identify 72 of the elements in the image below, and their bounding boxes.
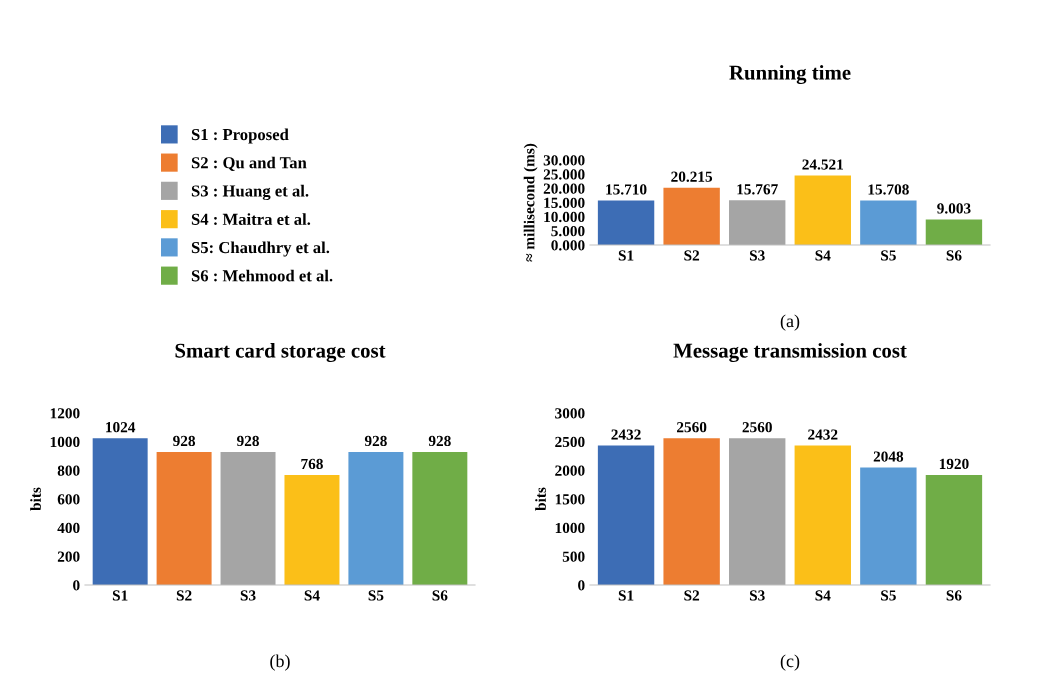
text: (b): [270, 654, 290, 671]
y-axis-title: ≈ millisecond (ms): [523, 143, 538, 262]
data-label: 2560: [742, 422, 772, 433]
x-tick-label: S4: [304, 590, 320, 601]
y-tick-label: 25.000: [543, 169, 585, 180]
legend-label: S3 : Huang et al.: [191, 184, 309, 201]
x-tick-label: S3: [240, 590, 256, 601]
x-tick-label: S4: [815, 250, 831, 261]
x-tick-label: S1: [618, 250, 634, 261]
y-tick-label: 200: [57, 551, 80, 562]
y-tick-label: 3000: [555, 408, 585, 419]
y-tick-label: 600: [57, 494, 80, 505]
x-tick-label: S5: [881, 590, 896, 601]
data-label: 2432: [611, 429, 641, 440]
data-label: 2560: [677, 422, 707, 433]
y-tick-label: 500: [562, 551, 585, 562]
x-tick-label: S1: [112, 590, 128, 601]
y-tick-label: 30.000: [543, 155, 585, 166]
data-label: 15.708: [868, 184, 909, 195]
y-tick-label: 1000: [555, 522, 585, 534]
data-label: 2432: [808, 429, 838, 440]
data-label: 768: [301, 458, 323, 470]
data-label: 928: [428, 435, 451, 447]
data-label: 1920: [939, 458, 969, 470]
legend-label: S6 : Mehmood et al.: [191, 269, 333, 282]
y-tick-label: 15.000: [544, 197, 585, 209]
y-tick-label: 2500: [555, 436, 585, 448]
chart-title: Message transmission cost: [673, 342, 907, 363]
data-label: 928: [173, 435, 196, 447]
y-tick-label: 10.000: [544, 211, 585, 223]
y-tick-label: 20.000: [543, 183, 585, 194]
y-tick-label: 2000: [555, 465, 585, 476]
y-tick-label: 1200: [50, 408, 80, 419]
x-tick-label: S6: [432, 590, 448, 601]
data-label: 20.215: [671, 171, 713, 182]
y-tick-label: 1500: [555, 494, 585, 505]
data-label: 15.767: [737, 184, 778, 195]
x-tick-label: S5: [368, 590, 384, 601]
x-tick-label: S6: [946, 250, 962, 261]
chart-title: Running time: [729, 64, 851, 85]
data-label: 15.710: [606, 184, 647, 195]
y-axis-title: bits: [30, 487, 41, 511]
y-tick-label: 400: [57, 522, 80, 534]
x-tick-label: S3: [749, 250, 765, 261]
y-tick-label: 5.000: [551, 225, 585, 237]
x-tick-label: S2: [684, 590, 700, 601]
x-tick-label: S6: [946, 590, 962, 601]
x-tick-label: S5: [881, 250, 896, 261]
legend-label: S1 : Proposed: [191, 128, 289, 144]
data-label: 1024: [106, 422, 136, 433]
data-label: 24.521: [802, 159, 843, 170]
legend-label: S2 : Qu and Tan: [191, 156, 307, 171]
data-label: 9.003: [937, 203, 971, 214]
x-tick-label: S3: [749, 590, 765, 601]
x-tick-label: S4: [815, 590, 831, 601]
y-tick-label: 0.000: [551, 240, 585, 251]
data-label: 928: [236, 435, 259, 447]
y-axis-title: bits: [535, 487, 546, 511]
data-label: 2048: [873, 451, 904, 462]
data-label: 928: [364, 435, 387, 447]
y-tick-label: 800: [57, 465, 80, 476]
legend-label: S5: Chaudhry et al.: [191, 241, 330, 257]
x-tick-label: S1: [618, 590, 634, 601]
text: (c): [780, 654, 800, 671]
x-tick-label: S2: [176, 590, 192, 601]
x-tick-label: S2: [684, 250, 700, 261]
legend-label: S4 : Maitra et al.: [191, 213, 311, 225]
chart-title: Smart card storage cost: [175, 342, 386, 363]
text: (a): [780, 314, 800, 331]
y-tick-label: 1000: [50, 436, 80, 448]
y-tick-label: 0: [578, 580, 585, 591]
y-tick-label: 0: [73, 580, 80, 591]
